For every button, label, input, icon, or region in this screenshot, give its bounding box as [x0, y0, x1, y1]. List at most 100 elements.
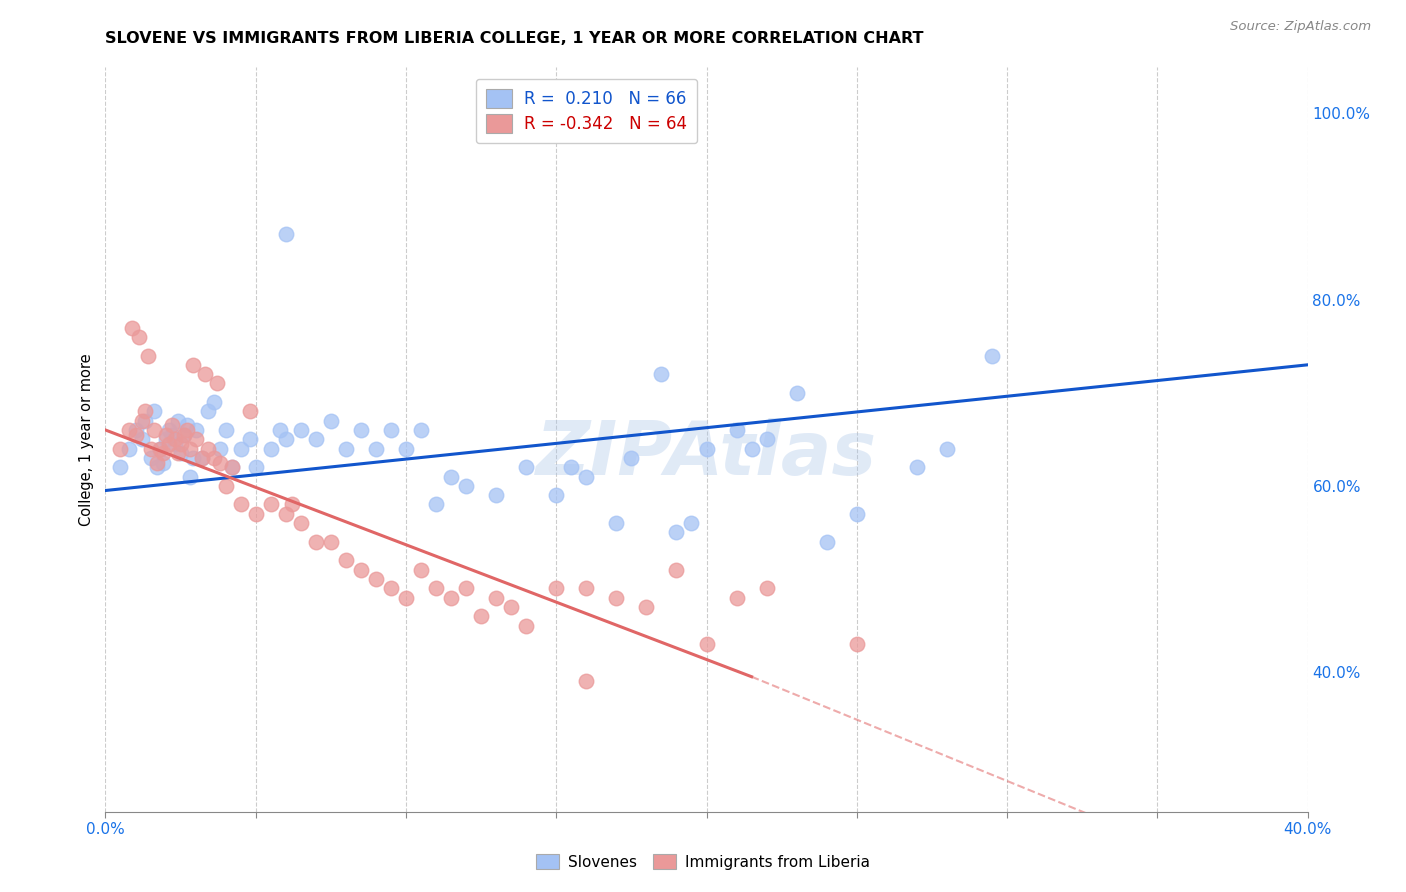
Point: [155, 427, 177, 442]
Point: [245, 507, 267, 521]
Point: [485, 591, 508, 605]
Point: [148, 442, 170, 456]
Point: [157, 437, 180, 451]
Point: [260, 442, 283, 456]
Point: [335, 553, 357, 567]
Point: [118, 442, 141, 456]
Point: [364, 442, 387, 456]
Point: [205, 376, 228, 391]
Point: [485, 488, 508, 502]
Point: [152, 446, 174, 460]
Point: [395, 442, 418, 456]
Point: [981, 349, 1004, 363]
Point: [176, 423, 198, 437]
Point: [560, 460, 582, 475]
Point: [131, 414, 153, 428]
Point: [152, 456, 174, 470]
Point: [620, 450, 643, 465]
Point: [681, 516, 703, 530]
Point: [696, 637, 718, 651]
Point: [696, 442, 718, 456]
Point: [605, 591, 627, 605]
Point: [546, 582, 568, 596]
Point: [166, 414, 188, 428]
Point: [290, 516, 312, 530]
Point: [905, 460, 928, 475]
Point: [124, 427, 146, 442]
Point: [221, 460, 243, 475]
Point: [409, 563, 432, 577]
Point: [163, 437, 186, 451]
Point: [181, 450, 204, 465]
Point: [636, 599, 658, 614]
Point: [169, 437, 191, 451]
Point: [142, 404, 165, 418]
Y-axis label: College, 1 year or more: College, 1 year or more: [79, 353, 94, 525]
Legend: R =  0.210   N = 66, R = -0.342   N = 64: R = 0.210 N = 66, R = -0.342 N = 64: [475, 79, 697, 144]
Point: [575, 582, 598, 596]
Point: [335, 442, 357, 456]
Point: [145, 460, 167, 475]
Point: [208, 456, 231, 470]
Point: [650, 367, 672, 381]
Point: [350, 423, 373, 437]
Point: [202, 395, 225, 409]
Point: [197, 404, 219, 418]
Point: [194, 367, 217, 381]
Point: [110, 442, 132, 456]
Point: [160, 427, 183, 442]
Point: [425, 582, 447, 596]
Point: [269, 423, 291, 437]
Point: [142, 423, 165, 437]
Point: [169, 446, 191, 460]
Point: [139, 442, 162, 456]
Point: [305, 433, 328, 447]
Point: [936, 442, 959, 456]
Point: [110, 460, 132, 475]
Point: [815, 534, 838, 549]
Point: [148, 442, 170, 456]
Point: [515, 618, 537, 632]
Point: [184, 423, 207, 437]
Point: [260, 498, 283, 512]
Point: [755, 433, 778, 447]
Point: [380, 582, 402, 596]
Point: [131, 433, 153, 447]
Point: [305, 534, 328, 549]
Point: [274, 227, 297, 242]
Point: [155, 433, 177, 447]
Point: [136, 349, 159, 363]
Point: [319, 414, 342, 428]
Point: [160, 418, 183, 433]
Point: [190, 450, 212, 465]
Point: [181, 358, 204, 372]
Point: [166, 446, 188, 460]
Point: [121, 320, 143, 334]
Point: [665, 525, 688, 540]
Point: [157, 423, 180, 437]
Point: [454, 479, 477, 493]
Point: [202, 450, 225, 465]
Point: [118, 423, 141, 437]
Point: [725, 591, 748, 605]
Point: [274, 507, 297, 521]
Point: [173, 427, 195, 442]
Point: [221, 460, 243, 475]
Point: [364, 572, 387, 586]
Point: [845, 507, 868, 521]
Point: [274, 433, 297, 447]
Point: [380, 423, 402, 437]
Point: [440, 469, 463, 483]
Point: [575, 469, 598, 483]
Point: [179, 469, 201, 483]
Point: [409, 423, 432, 437]
Point: [350, 563, 373, 577]
Point: [184, 433, 207, 447]
Point: [197, 442, 219, 456]
Point: [173, 427, 195, 442]
Point: [741, 442, 763, 456]
Point: [190, 450, 212, 465]
Point: [605, 516, 627, 530]
Point: [395, 591, 418, 605]
Point: [290, 423, 312, 437]
